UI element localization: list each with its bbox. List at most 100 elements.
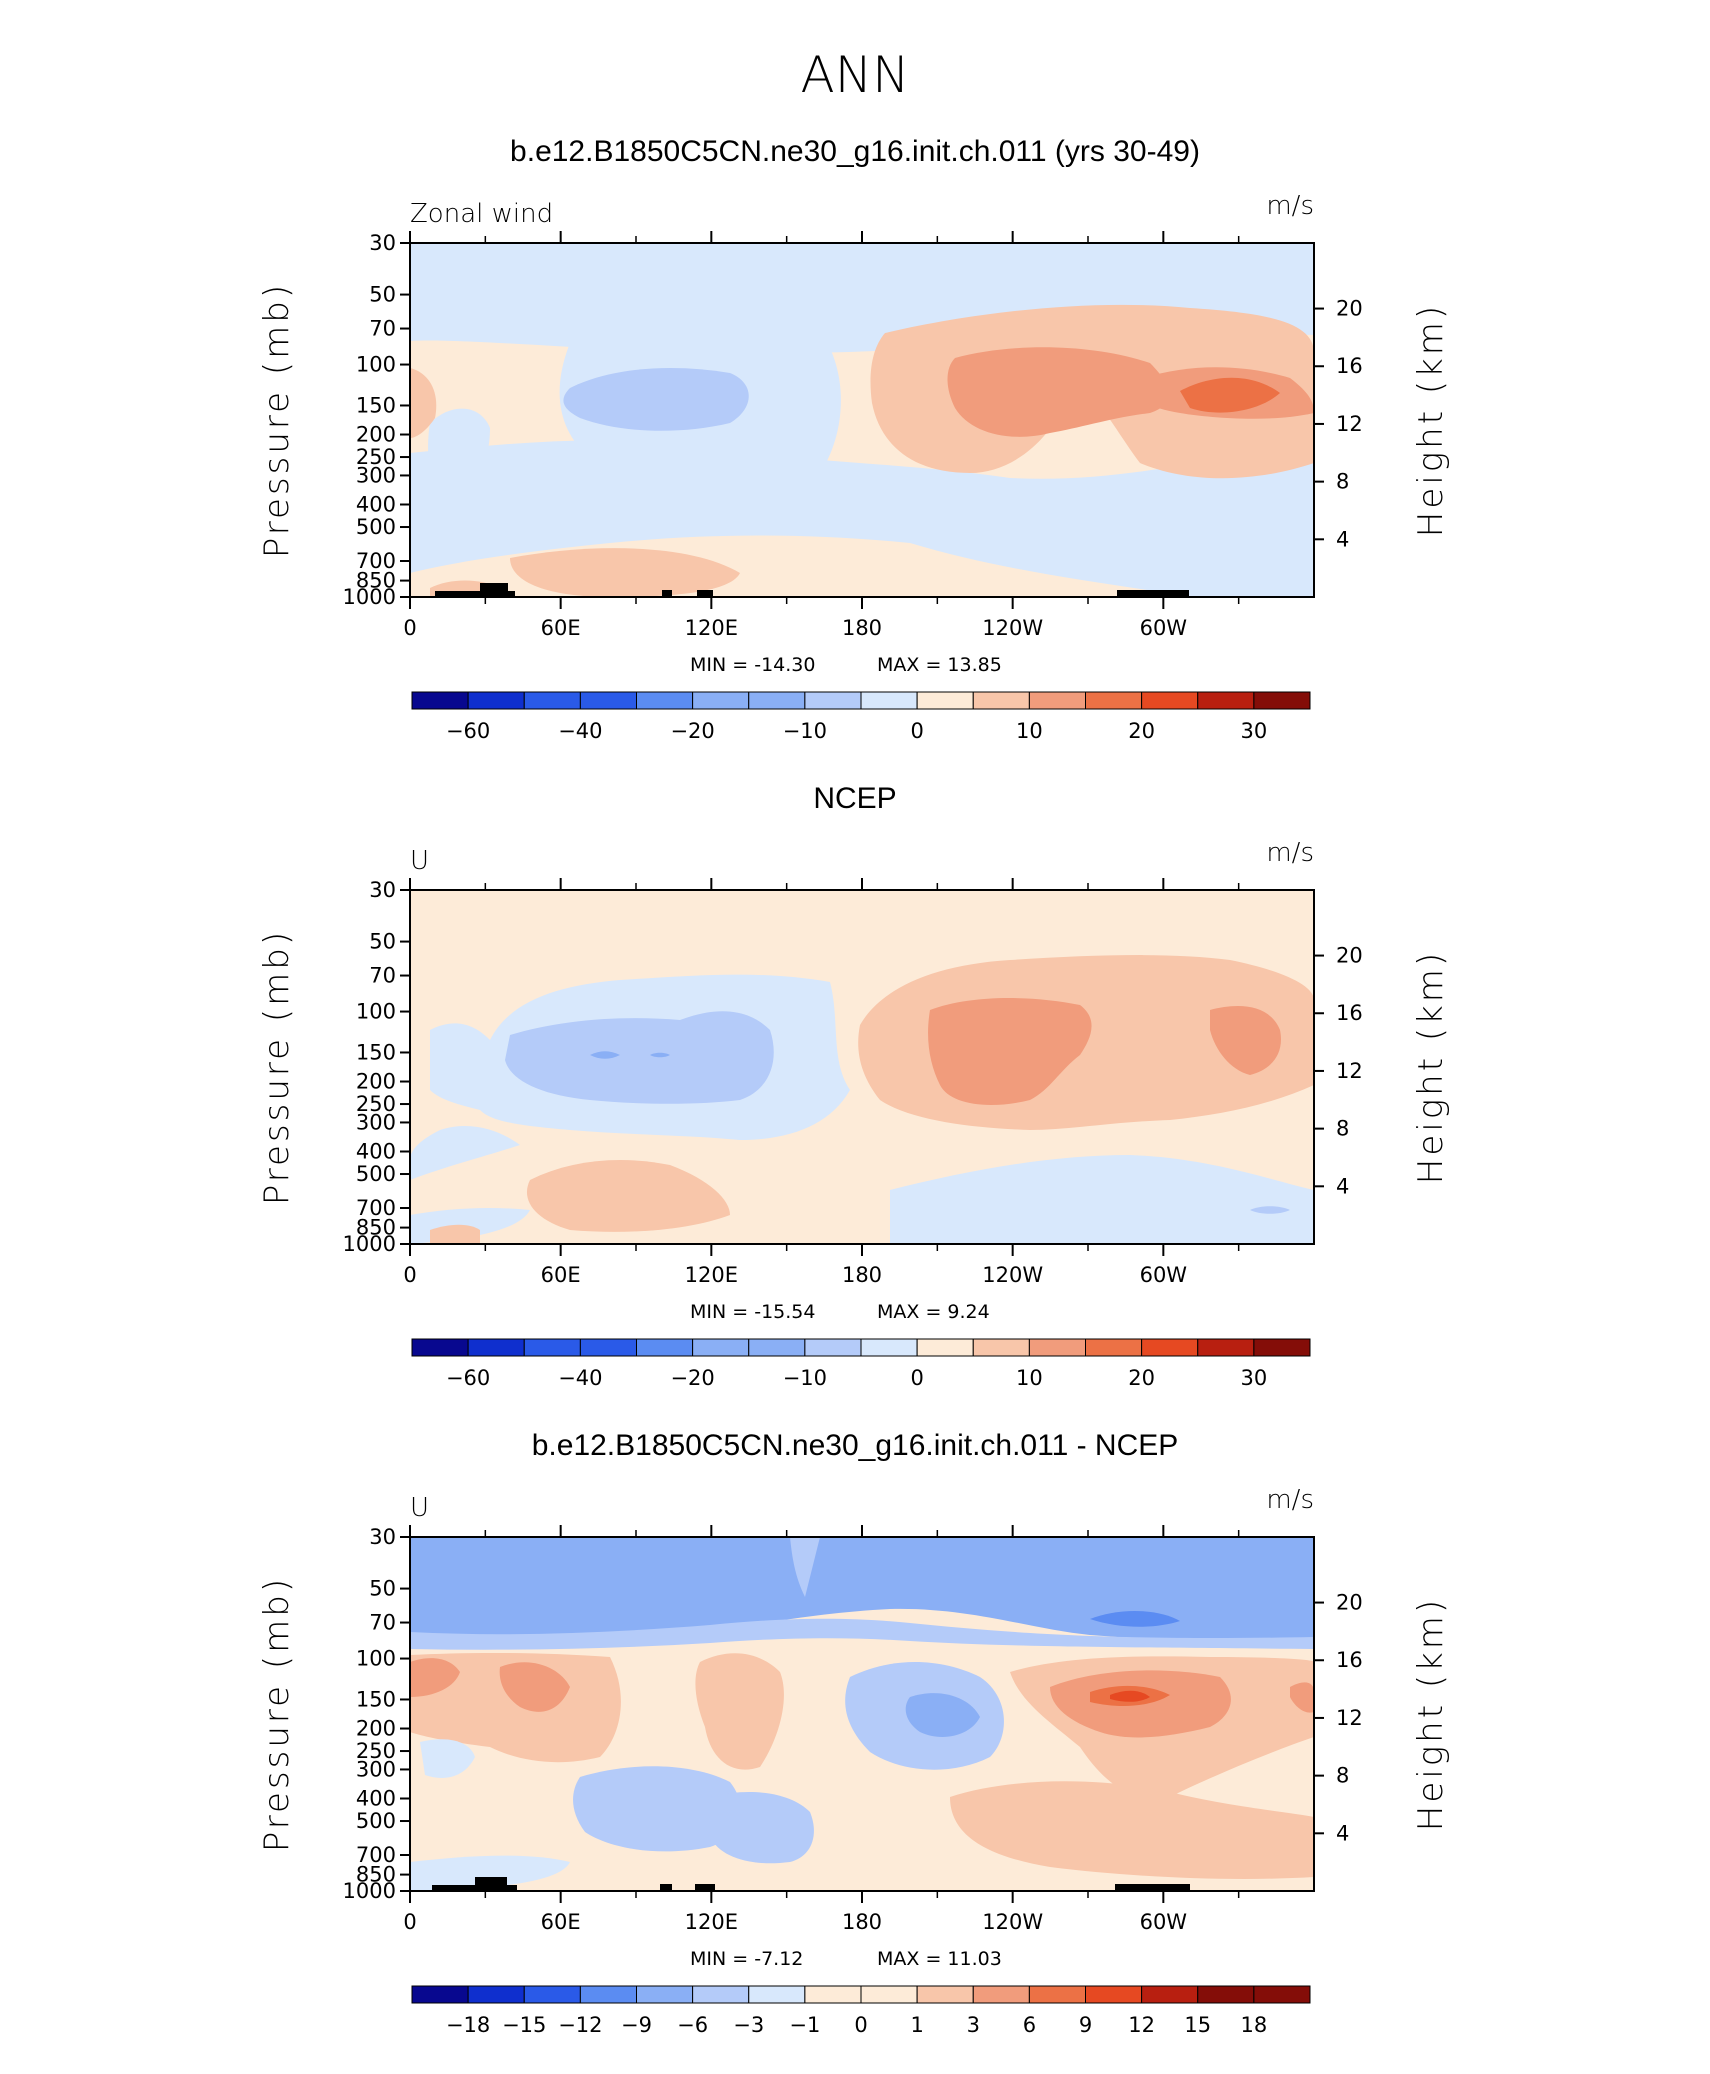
- topography-new-guinea: [697, 590, 713, 597]
- panel-1-title: b.e12.B1850C5CN.ne30_g16.init.ch.011 (yr…: [510, 135, 1200, 168]
- y-tick-label: 500: [356, 1809, 396, 1833]
- colorbar-box: [1141, 691, 1199, 710]
- y-tick-label: 700: [356, 1196, 396, 1220]
- contour-fill-mid-negative: [573, 1766, 741, 1852]
- panel-2-colorbar: −60 −40 −20 −10 0 10 20 30: [411, 1338, 1311, 1390]
- x-tick-label: 60W: [1140, 1263, 1188, 1287]
- colorbar-box: [579, 691, 637, 710]
- colorbar-box: [972, 691, 1030, 710]
- y-tick-label: 400: [356, 492, 396, 516]
- y-right-tick-label: 4: [1336, 527, 1349, 551]
- x-tick-label: 120W: [982, 1910, 1043, 1934]
- y-right-tick-label: 8: [1336, 470, 1349, 494]
- panel-1-colorbar: −60 −40 −20 −10 0 10 20 30: [411, 691, 1311, 743]
- y-tick-label: 30: [369, 1525, 396, 1549]
- colorbar-box: [1085, 691, 1143, 710]
- colorbar-label: 12: [1128, 2013, 1155, 2037]
- topography-east-africa: [480, 583, 508, 597]
- y-right-tick-label: 12: [1336, 1706, 1363, 1730]
- contour-fill-pacific-negative-core: [905, 1693, 980, 1737]
- panel-1-ylabel: Pressure (mb): [257, 282, 297, 558]
- topography-indonesia-3: [660, 1884, 672, 1891]
- contour-fill-strat-edge: [410, 1618, 1314, 1650]
- contour-fill-upper-positive-2: [695, 1653, 784, 1770]
- x-tick-label: 180: [842, 616, 882, 640]
- colorbar-label: −9: [621, 2013, 652, 2037]
- colorbar-box: [1028, 1338, 1086, 1357]
- contour-fill-surface-westerly-2: [430, 1224, 480, 1244]
- contour-fill-low-strat-easterly: [428, 408, 490, 508]
- panel-3-colorbar: −18 −15 −12 −9 −6 −3 −1 0 1 3 6 9 12 15 18: [411, 1985, 1311, 2037]
- y-tick-label: 150: [356, 393, 396, 417]
- y-right-tick-label: 12: [1336, 1059, 1363, 1083]
- colorbar-box: [692, 691, 750, 710]
- y-tick-label: 200: [356, 1070, 396, 1094]
- colorbar-box: [411, 1338, 469, 1357]
- y-tick-label: 200: [356, 1717, 396, 1741]
- y-right-tick-label: 20: [1336, 1591, 1363, 1615]
- panel-2-ylabel: Pressure (mb): [257, 929, 297, 1205]
- colorbar-label: 0: [910, 1366, 923, 1390]
- contour-fill-easterly-band: [410, 440, 1314, 597]
- colorbar-box: [692, 1985, 750, 2004]
- y-tick-label: 100: [356, 1000, 396, 1024]
- colorbar-label: −60: [446, 1366, 490, 1390]
- contour-fill-lower-easterly: [410, 1125, 1314, 1244]
- colorbar-label: −40: [558, 1366, 602, 1390]
- colorbar-box: [916, 1985, 974, 2004]
- colorbar-box: [916, 1338, 974, 1357]
- x-tick-label: 180: [842, 1910, 882, 1934]
- contour-fill-atlantic-easterly-spot: [1250, 1206, 1290, 1214]
- contour-fill-pacific-easterly-min: [590, 1051, 670, 1059]
- y-tick-label: 250: [356, 1739, 396, 1763]
- y-tick-label: 1000: [343, 585, 396, 609]
- panel-2-max-label: MAX = 9.24: [877, 1301, 990, 1323]
- panel-1-units-label: m/s: [1266, 191, 1314, 221]
- panel-2: NCEP U m/s Pressure (mb) Height (km) 0 60…: [257, 782, 1451, 1390]
- y-tick-label: 1000: [343, 1879, 396, 1903]
- colorbar-label: 3: [967, 2013, 980, 2037]
- colorbar-label: 10: [1016, 1366, 1043, 1390]
- y-right-tick-label: 16: [1336, 1648, 1363, 1672]
- colorbar-box: [1028, 1985, 1086, 2004]
- topography-new-guinea-3: [695, 1884, 715, 1891]
- colorbar-box: [523, 1338, 581, 1357]
- colorbar-box: [916, 691, 974, 710]
- x-tick-label: 0: [403, 616, 416, 640]
- contour-fill-south-pacific-easterly: [563, 368, 749, 431]
- colorbar-box: [1253, 1985, 1311, 2004]
- y-tick-label: 50: [369, 930, 396, 954]
- y-tick-label: 150: [356, 1687, 396, 1711]
- panel-3-variable-label: U: [410, 1493, 429, 1523]
- colorbar-label: 10: [1016, 719, 1043, 743]
- x-tick-label: 0: [403, 1263, 416, 1287]
- panel-3-ylabel-right: Height (km): [1411, 1597, 1451, 1831]
- colorbar-label: −10: [783, 1366, 827, 1390]
- y-tick-label: 300: [356, 463, 396, 487]
- colorbar-box: [860, 1338, 918, 1357]
- y-right-tick-label: 16: [1336, 1001, 1363, 1025]
- x-tick-label: 60E: [541, 1263, 581, 1287]
- x-tick-label: 120E: [685, 616, 738, 640]
- panel-1-min-label: MIN = -14.30: [690, 654, 815, 676]
- colorbar-label: −1: [789, 2013, 820, 2037]
- colorbar-box: [1085, 1985, 1143, 2004]
- colorbar-box: [1141, 1985, 1199, 2004]
- colorbar-box: [1197, 1338, 1255, 1357]
- colorbar-box: [1141, 1338, 1199, 1357]
- contour-fill-low-level-westerly: [510, 548, 740, 597]
- y-tick-label: 400: [356, 1786, 396, 1810]
- y-tick-label: 700: [356, 1843, 396, 1867]
- topography-east-africa-3: [475, 1877, 507, 1891]
- colorbar-label: 0: [910, 719, 923, 743]
- colorbar-label: −15: [502, 2013, 546, 2037]
- colorbar-label: 20: [1128, 719, 1155, 743]
- panel-3-min-label: MIN = -7.12: [690, 1948, 803, 1970]
- y-tick-label: 500: [356, 515, 396, 539]
- colorbar-label: 30: [1241, 719, 1268, 743]
- y-tick-label: 250: [356, 445, 396, 469]
- colorbar-box: [467, 1338, 525, 1357]
- colorbar-box: [636, 1985, 694, 2004]
- x-tick-label: 120W: [982, 616, 1043, 640]
- y-tick-label: 200: [356, 423, 396, 447]
